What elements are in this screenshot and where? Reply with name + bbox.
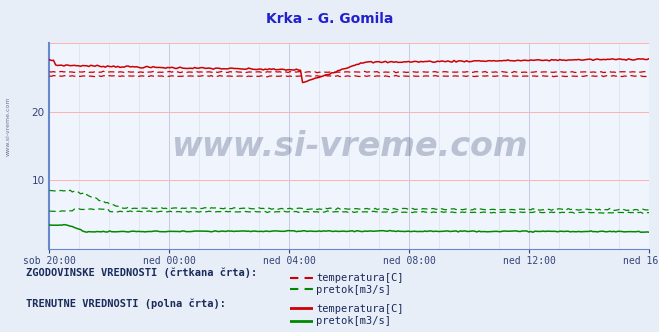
Text: temperatura[C]: temperatura[C]	[316, 273, 404, 283]
Text: www.si-vreme.com: www.si-vreme.com	[5, 96, 11, 156]
Text: Krka - G. Gomila: Krka - G. Gomila	[266, 12, 393, 26]
Text: TRENUTNE VREDNOSTI (polna črta):: TRENUTNE VREDNOSTI (polna črta):	[26, 299, 226, 309]
Text: ZGODOVINSKE VREDNOSTI (črtkana črta):: ZGODOVINSKE VREDNOSTI (črtkana črta):	[26, 267, 258, 278]
Text: pretok[m3/s]: pretok[m3/s]	[316, 316, 391, 326]
Text: pretok[m3/s]: pretok[m3/s]	[316, 285, 391, 294]
Text: temperatura[C]: temperatura[C]	[316, 304, 404, 314]
Text: www.si-vreme.com: www.si-vreme.com	[171, 129, 528, 163]
